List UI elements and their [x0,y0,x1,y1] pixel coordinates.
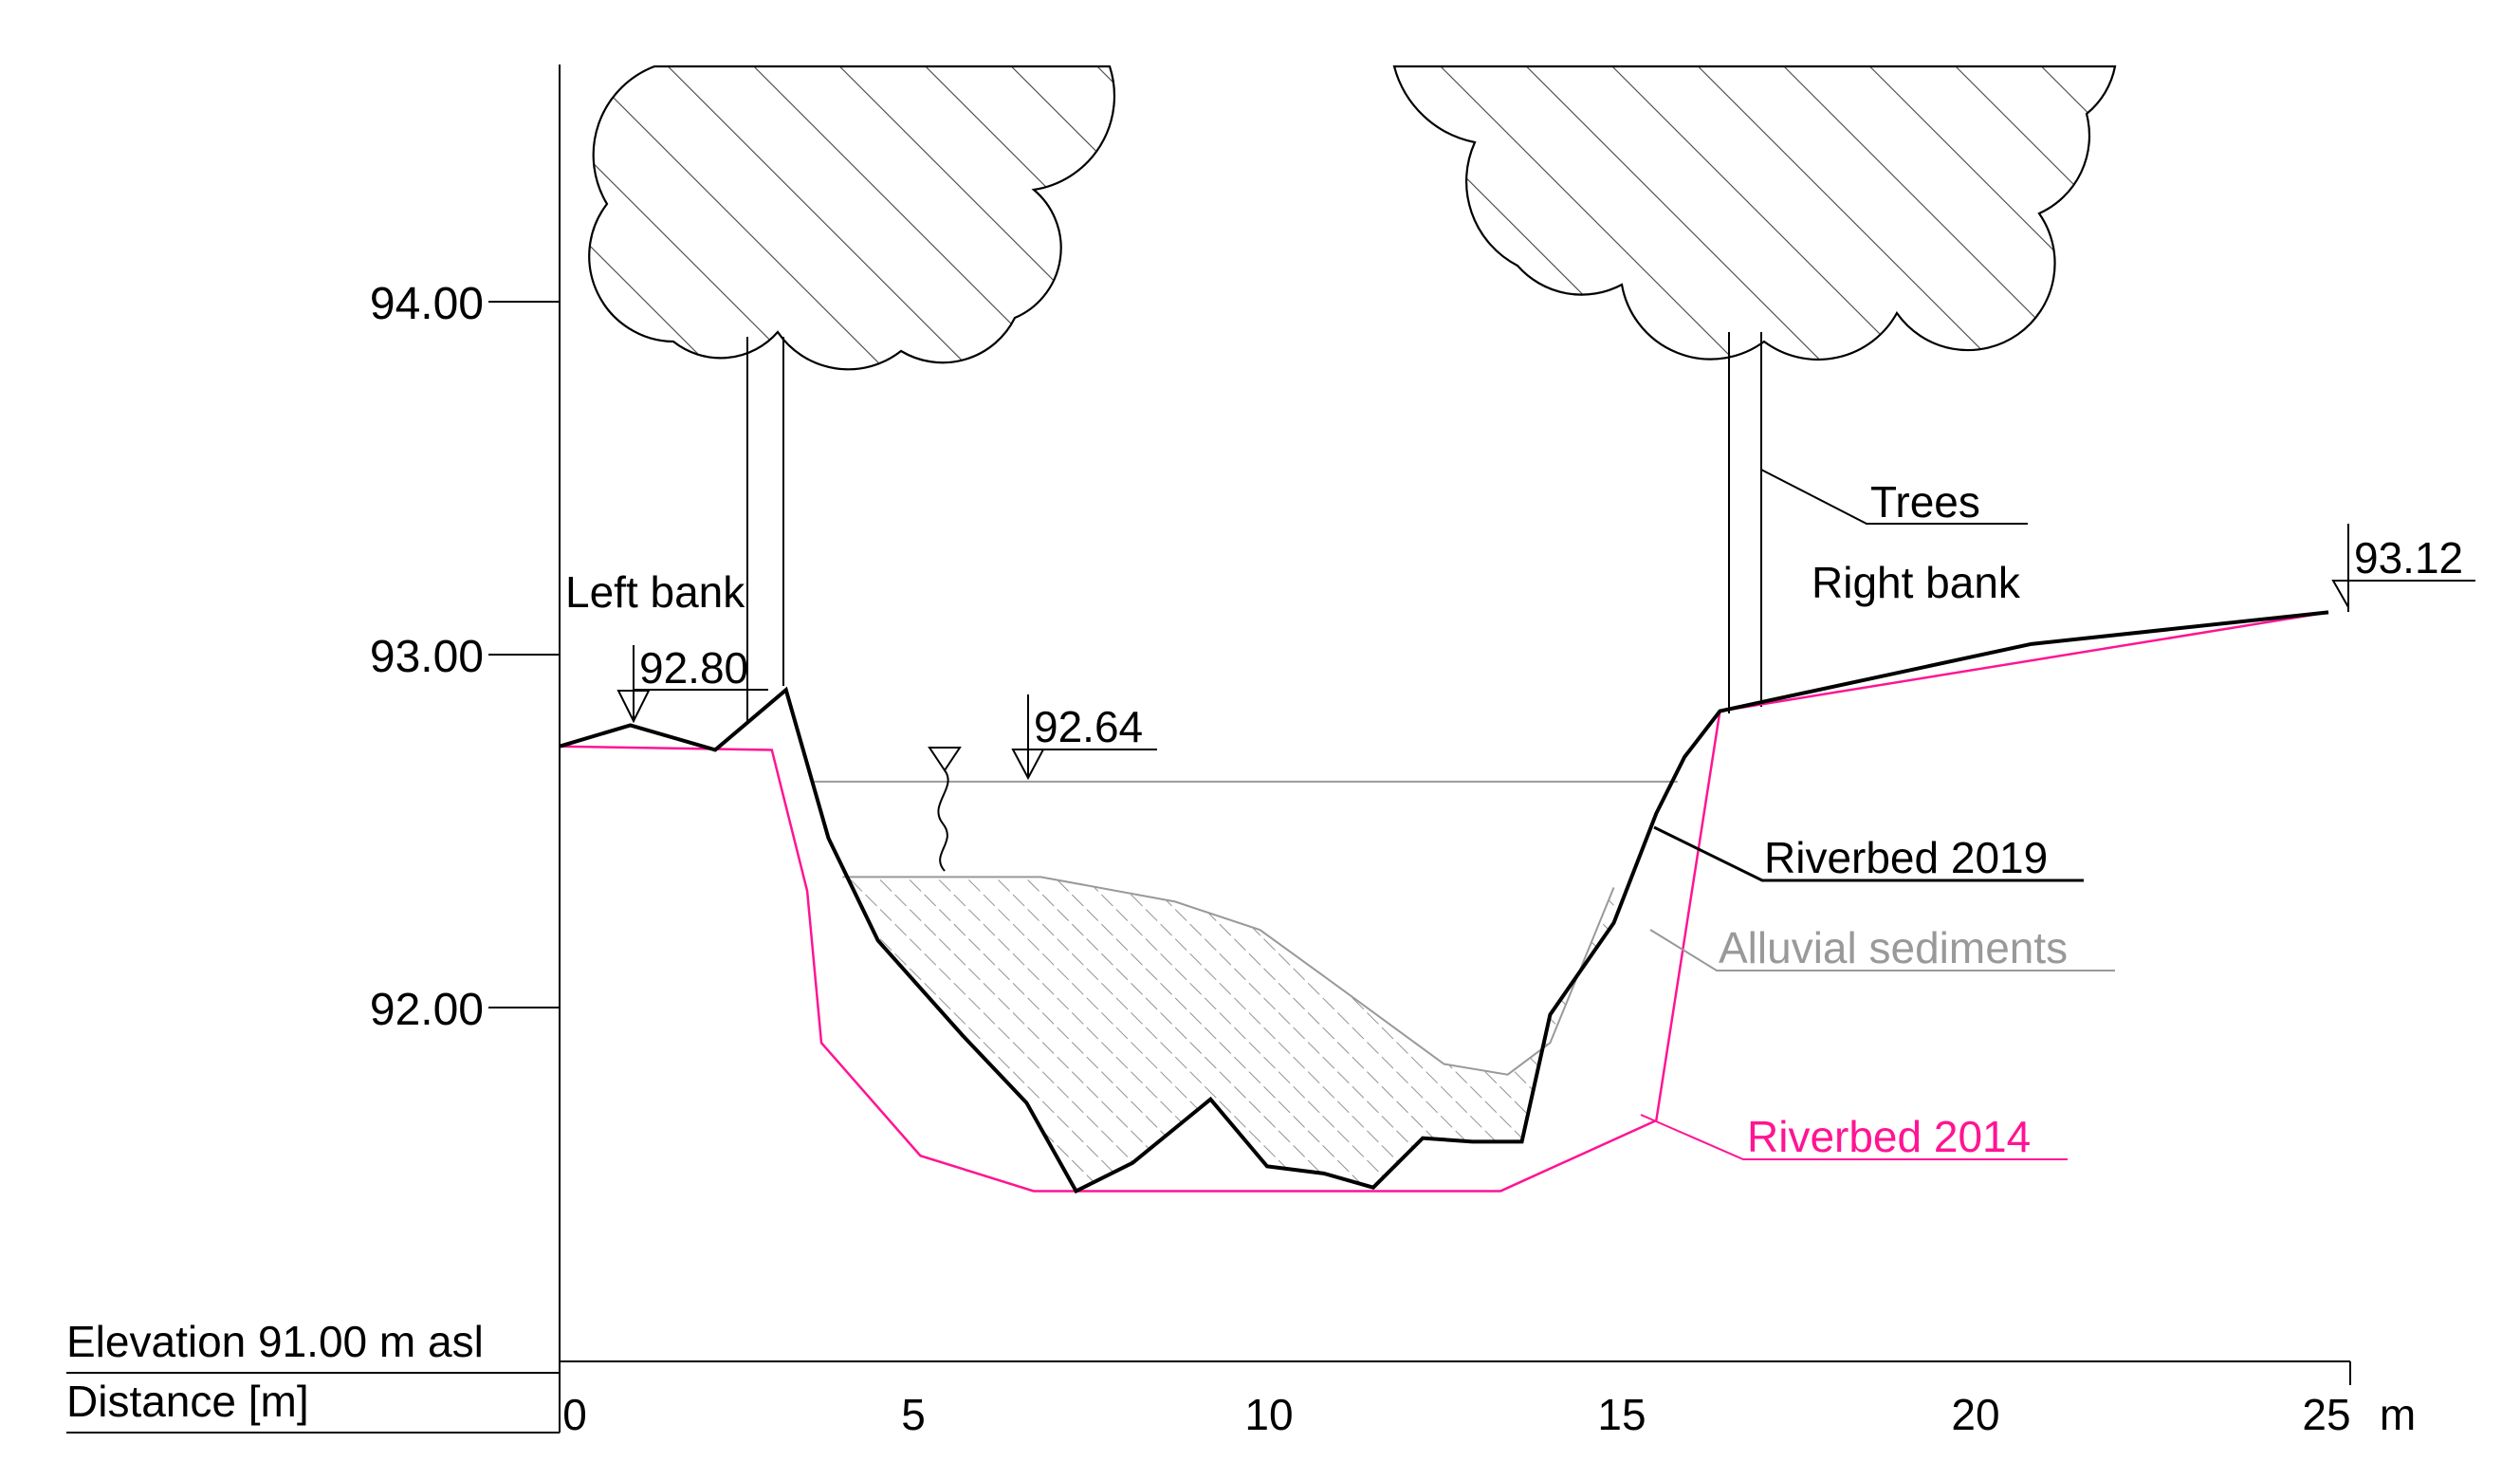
y-tick-label: 94.00 [370,279,484,329]
riverbed-2014-label: Riverbed 2014 [1747,1112,2031,1161]
x-tick-label: 5 [901,1390,926,1439]
alluvial-sediments-callout: Alluvial sediments [1649,923,2115,972]
trees-label: Trees [1870,477,1980,527]
level-marker-left-bank: 92.80 [616,643,768,724]
level-marker-right-bank: 93.12 [2331,524,2475,612]
axis-frame [66,65,2351,1434]
right-bank-label: Right bank [1812,558,2021,607]
level-marker-water-surface: 92.64 [1011,694,1157,781]
y-ticks: 92.00 93.00 94.00 [370,279,560,1035]
riverbed-2019-callout: Riverbed 2019 [1653,825,2084,882]
y-tick-label: 92.00 [370,985,484,1035]
y-tick-label: 93.00 [370,632,484,682]
x-unit-label: m [2380,1390,2416,1439]
alluvial-sediment-fill [842,867,1614,1192]
level-value-right-bank: 93.12 [2354,533,2463,583]
riverbed-2014-line [559,611,2329,1193]
elevation-caption: Elevation 91.00 m asl [66,1317,484,1366]
series-layer [559,610,2329,1194]
distance-caption: Distance [m] [66,1377,309,1426]
x-ticks: 0 5 10 15 20 25 m [562,1390,2416,1439]
riverbed-2014-callout: Riverbed 2014 [1640,1112,2068,1161]
x-tick-label: 0 [562,1390,587,1439]
trees-callout: Trees [1760,469,2028,527]
riverbed-2019-line [559,610,2329,1194]
level-value-left-bank: 92.80 [639,643,748,693]
x-tick-label: 15 [1597,1390,1646,1439]
x-tick-label: 25 [2302,1390,2350,1439]
x-tick-label: 20 [1951,1390,1999,1439]
x-tick-label: 10 [1244,1390,1293,1439]
sediment-layer [842,867,1615,1192]
level-value-water-surface: 92.64 [1034,702,1143,751]
alluvial-sediments-label: Alluvial sediments [1719,923,2068,972]
riverbed-2019-label: Riverbed 2019 [1764,833,2048,882]
left-bank-label: Left bank [565,567,745,617]
water-surface-symbol [928,747,962,872]
left-tree [588,65,1116,721]
alluvial-sediment-top-line [842,876,1615,1076]
right-tree [1392,65,2117,713]
